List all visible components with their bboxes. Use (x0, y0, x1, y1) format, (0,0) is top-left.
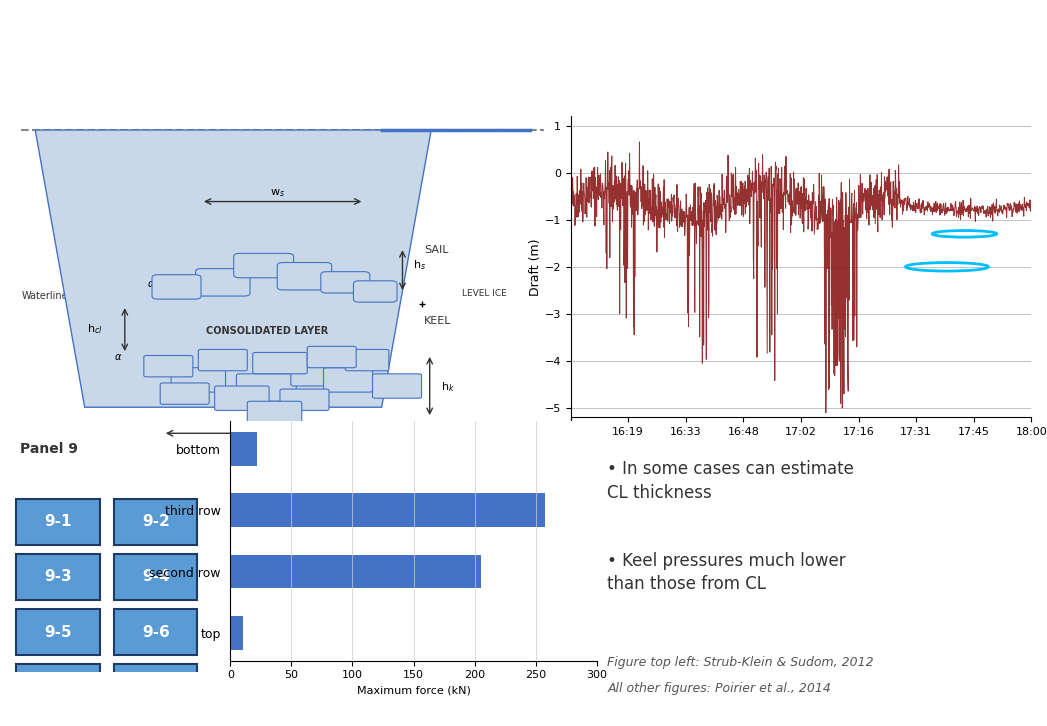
Text: 9-6: 9-6 (141, 624, 170, 640)
Text: $\alpha_s$: $\alpha_s$ (147, 279, 158, 290)
X-axis label: Maximum force (kN): Maximum force (kN) (357, 686, 470, 696)
Text: • In some cases can estimate
CL thickness: • In some cases can estimate CL thicknes… (607, 460, 854, 502)
FancyBboxPatch shape (152, 274, 201, 299)
Text: • Keel pressures much lower
than those from CL: • Keel pressures much lower than those f… (607, 552, 846, 593)
Text: KEEL: KEEL (424, 316, 451, 325)
FancyBboxPatch shape (114, 554, 198, 600)
Text: h$_k$: h$_k$ (441, 380, 454, 394)
Text: h$_{cl}$: h$_{cl}$ (87, 322, 103, 336)
FancyBboxPatch shape (291, 362, 346, 386)
FancyBboxPatch shape (280, 389, 329, 410)
FancyBboxPatch shape (17, 554, 99, 600)
Text: 9-8: 9-8 (142, 680, 170, 695)
FancyBboxPatch shape (17, 499, 99, 544)
Text: Figure top left: Strub-Klein & Sudom, 2012: Figure top left: Strub-Klein & Sudom, 20… (607, 656, 874, 669)
Text: 9-7: 9-7 (44, 680, 72, 695)
Text: 1 Apr 2000 event: ice draft (from ULS) and estimation of
consolidated layer thic: 1 Apr 2000 event: ice draft (from ULS) a… (21, 24, 688, 70)
Text: SAIL: SAIL (424, 245, 449, 256)
Text: $\alpha$: $\alpha$ (114, 352, 122, 362)
FancyBboxPatch shape (196, 269, 250, 296)
FancyBboxPatch shape (233, 253, 293, 278)
FancyBboxPatch shape (17, 664, 99, 710)
FancyBboxPatch shape (252, 352, 307, 374)
FancyBboxPatch shape (198, 349, 247, 371)
Bar (230, 555, 481, 588)
Text: LEVEL ICE: LEVEL ICE (463, 289, 507, 298)
Text: h$_s$: h$_s$ (414, 258, 426, 272)
FancyBboxPatch shape (373, 374, 422, 398)
FancyBboxPatch shape (160, 383, 209, 404)
Text: Panel 9: Panel 9 (21, 441, 79, 455)
FancyBboxPatch shape (114, 664, 198, 710)
FancyBboxPatch shape (354, 281, 397, 302)
Text: w$_k$: w$_k$ (264, 434, 280, 446)
Text: 9-4: 9-4 (142, 569, 170, 584)
FancyBboxPatch shape (17, 609, 99, 655)
Text: 9-5: 9-5 (44, 624, 72, 640)
Y-axis label: Draft (m): Draft (m) (529, 238, 541, 295)
Polygon shape (36, 130, 431, 407)
Bar (230, 494, 545, 527)
Text: w$_s$: w$_s$ (270, 187, 285, 199)
Bar (230, 432, 258, 465)
Text: Waterline: Waterline (21, 291, 68, 301)
FancyBboxPatch shape (247, 401, 302, 423)
FancyBboxPatch shape (114, 499, 198, 544)
FancyBboxPatch shape (277, 263, 332, 290)
FancyBboxPatch shape (237, 374, 296, 401)
FancyBboxPatch shape (346, 349, 388, 371)
FancyBboxPatch shape (171, 367, 225, 392)
FancyBboxPatch shape (324, 367, 373, 392)
FancyBboxPatch shape (143, 356, 193, 377)
Text: 9-3: 9-3 (44, 569, 72, 584)
FancyBboxPatch shape (307, 346, 356, 367)
Text: 9-2: 9-2 (141, 514, 170, 529)
FancyBboxPatch shape (215, 386, 269, 410)
Text: All other figures: Poirier et al., 2014: All other figures: Poirier et al., 2014 (607, 682, 831, 696)
Text: 9-1: 9-1 (44, 514, 72, 529)
FancyBboxPatch shape (320, 272, 370, 293)
Text: CONSOLIDATED LAYER: CONSOLIDATED LAYER (206, 326, 329, 336)
Bar (230, 616, 243, 650)
FancyBboxPatch shape (114, 609, 198, 655)
